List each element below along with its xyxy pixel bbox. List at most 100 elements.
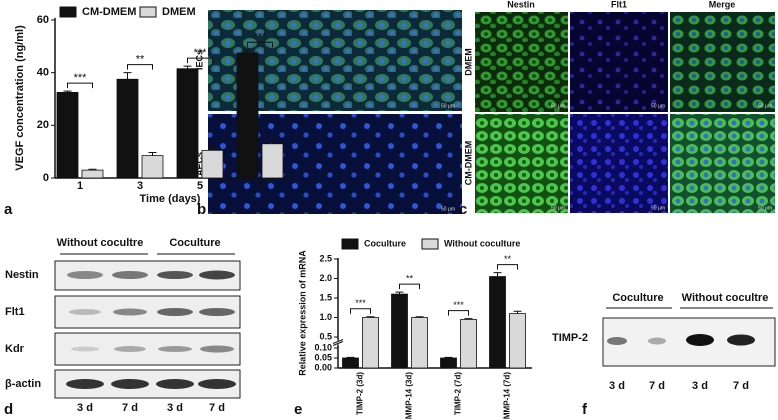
x-tick-label: TIMP-2 (7d): [454, 372, 463, 415]
error-bar: [493, 272, 502, 277]
legend-swatch: [341, 238, 359, 250]
significance-bracket: [448, 310, 469, 316]
significance-bracket: [247, 41, 273, 48]
bar: [342, 357, 359, 369]
y-tick-label: 2.5: [319, 253, 332, 263]
error-bar: [513, 310, 522, 314]
micrograph: [475, 114, 568, 213]
axis-break: [332, 339, 344, 344]
scale-bar: 50 μm: [551, 205, 565, 211]
micrograph: [670, 114, 775, 213]
error-bar: [123, 72, 132, 80]
y-tick-label: 0.05: [314, 352, 332, 362]
y-tick-label: 0.00: [314, 362, 332, 372]
group-label: Coculture: [612, 292, 663, 304]
y-tick-label: 20: [37, 119, 49, 131]
row-label: TIMP-2: [552, 332, 588, 344]
bar: [81, 169, 104, 179]
group-label: Without cocultre: [57, 237, 144, 249]
y-tick-label: 0: [43, 172, 49, 184]
significance-bracket: [67, 82, 93, 89]
scale-bar: 50 μm: [551, 103, 565, 109]
significance-bracket: [350, 308, 371, 314]
lane-label: 7 d: [733, 380, 749, 392]
bar: [56, 92, 79, 179]
bar: [411, 317, 428, 369]
y-axis-title: VEGF concentration (ng/ml): [14, 25, 26, 171]
error-bar: [183, 65, 192, 69]
legend-swatch: [421, 238, 439, 250]
bar: [460, 319, 477, 369]
x-tick-label: MMP-14 (7d): [503, 372, 512, 419]
panel-letter: d: [4, 401, 13, 418]
lane-label: 3 d: [692, 380, 708, 392]
significance-label: ***: [453, 300, 464, 310]
legend-label: DMEM: [162, 6, 196, 18]
x-tick-label: 1: [77, 180, 83, 192]
error-bar: [268, 140, 277, 144]
y-tick-label: 40: [37, 67, 49, 79]
significance-label: ***: [355, 298, 366, 308]
column-label: Merge: [709, 0, 736, 9]
lane-label: 7 d: [649, 380, 665, 392]
error-bar: [208, 145, 217, 151]
axis-break: [332, 341, 344, 346]
error-bar: [148, 151, 157, 156]
x-tick-label: 3: [137, 180, 143, 192]
legend-swatch: [139, 6, 157, 18]
error-bar: [395, 291, 404, 295]
panel-letter: b: [197, 201, 206, 218]
lane-label: 3 d: [609, 380, 625, 392]
y-tick-label: 1.5: [319, 292, 332, 302]
bar: [116, 78, 139, 179]
legend-label: Without coculture: [444, 238, 520, 248]
panel-letter: c: [459, 201, 467, 218]
lane-label: 3 d: [77, 402, 93, 414]
micrograph: [475, 12, 568, 112]
micrograph: [570, 114, 668, 213]
panel-letter: a: [4, 201, 13, 218]
legend-swatch: [59, 6, 77, 18]
y-tick-label: 1.0: [319, 312, 332, 322]
significance-label: **: [504, 254, 512, 264]
micrograph: [670, 12, 775, 112]
lane-label: 7 d: [122, 402, 138, 414]
error-bar: [415, 316, 424, 318]
error-bar: [243, 49, 252, 53]
legend-label: CM-DMEM: [82, 6, 136, 18]
y-tick-label: 60: [37, 14, 49, 26]
error-bar: [444, 356, 453, 358]
x-tick-label: MMP-14 (3d): [405, 372, 414, 419]
column-label: Flt1: [611, 0, 627, 9]
row-label: AECs: [194, 152, 204, 176]
significance-bracket: [497, 264, 518, 270]
bar: [362, 317, 379, 369]
bar: [489, 276, 506, 369]
error-bar: [63, 90, 72, 93]
row-label: CM-DMEM: [463, 141, 473, 186]
scale-bar: 50 μm: [441, 206, 455, 212]
scale-bar: 50 μm: [758, 205, 772, 211]
scale-bar: 50 μm: [651, 205, 665, 211]
significance-bracket: [187, 57, 213, 64]
y-tick-label: 0.10: [314, 342, 332, 352]
y-tick-label: 0.5: [319, 331, 332, 341]
row-label: DMEM: [463, 48, 473, 76]
bar: [201, 149, 224, 179]
significance-label: **: [406, 274, 414, 284]
error-bar: [346, 356, 355, 358]
blot-panel: [54, 260, 241, 399]
legend-label: Coculture: [364, 238, 406, 248]
bar: [509, 313, 526, 369]
panel-letter: f: [582, 401, 588, 418]
group-label: Coculture: [169, 237, 220, 249]
bar: [176, 68, 199, 179]
bar: [261, 143, 284, 179]
significance-label: ***: [74, 72, 88, 84]
bar: [141, 155, 164, 179]
y-tick-label: 2.0: [319, 273, 332, 283]
scale-bar: 50 μm: [758, 103, 772, 109]
x-axis-title: Time (days): [140, 193, 201, 205]
axis-break: [334, 340, 530, 345]
